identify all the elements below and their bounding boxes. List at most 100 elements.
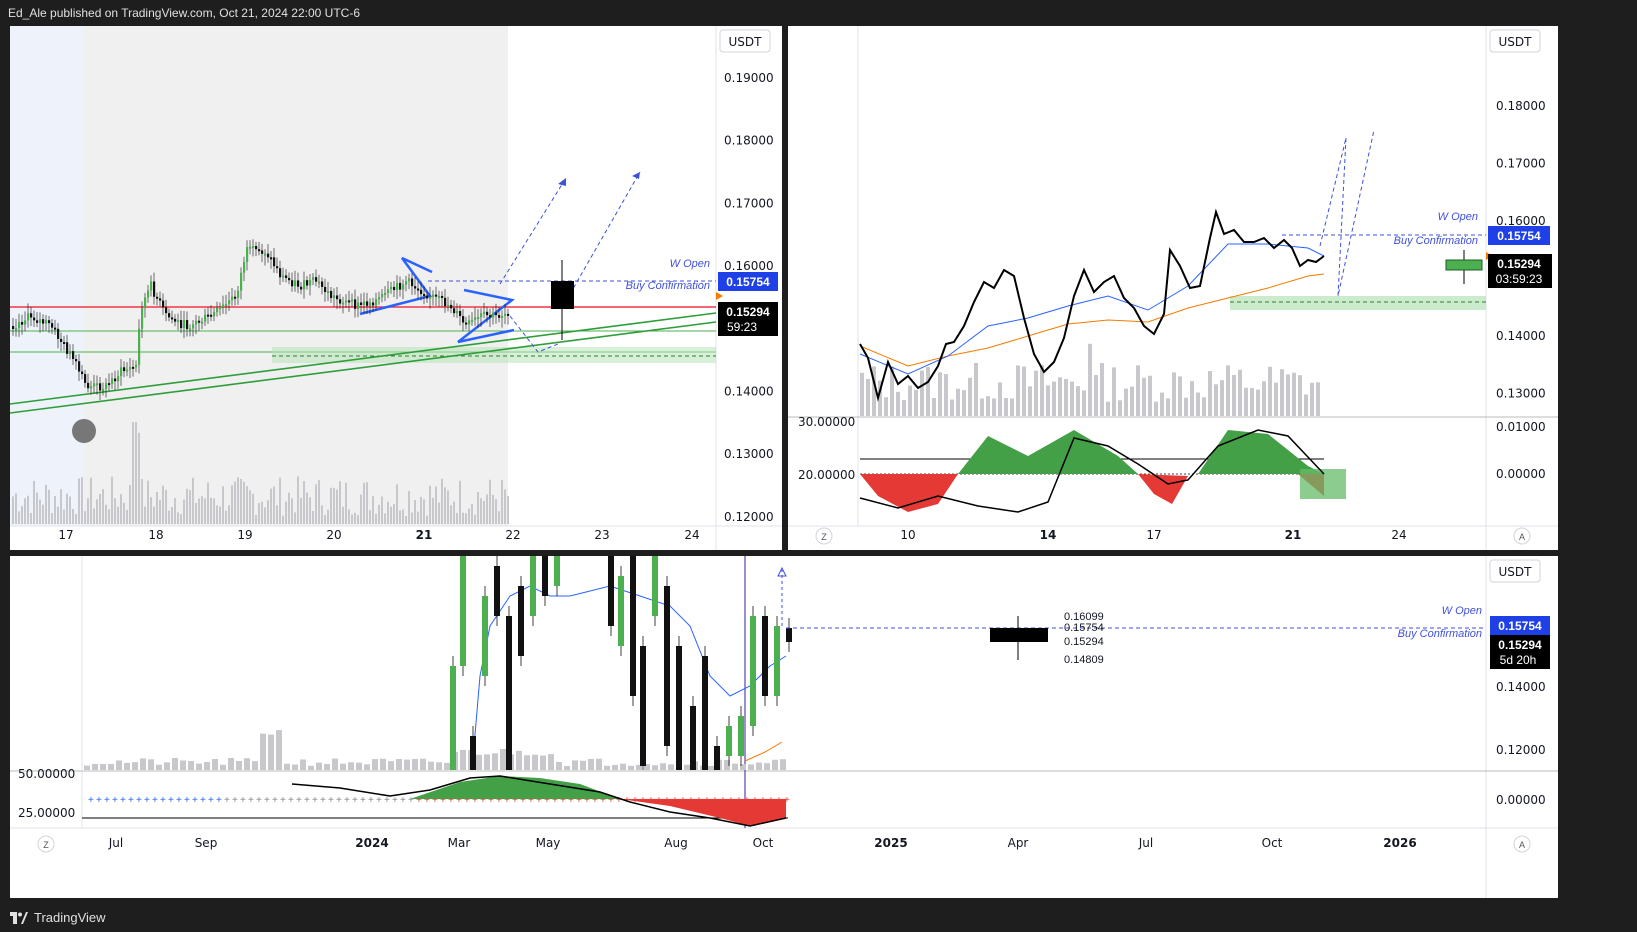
volume-bar	[243, 481, 245, 524]
volume-bar	[432, 497, 434, 524]
volume-bar	[1010, 398, 1014, 416]
candle-body	[78, 361, 81, 372]
osc-signal-line	[291, 775, 787, 827]
volume-bar	[456, 512, 458, 524]
candle-body	[378, 297, 381, 300]
volume-bar	[284, 763, 290, 770]
countdown-text: 03:59:23	[1496, 272, 1543, 286]
volume-bar	[164, 762, 170, 770]
volume-bar	[453, 501, 455, 524]
volume-bar	[884, 397, 888, 416]
volume-bar	[153, 506, 155, 524]
weekly-chart-svg[interactable]: 0.16099 0.15754 0.15294 0.14809 W Open B…	[10, 556, 1558, 898]
candle-body	[726, 726, 732, 756]
volume-bar	[438, 502, 440, 524]
volume-bar	[21, 506, 23, 524]
volume-bar	[460, 749, 466, 770]
volume-bar	[1280, 369, 1284, 416]
osc-cross-marker: +	[328, 795, 334, 806]
time-tick-label: 10	[900, 528, 915, 542]
w-open-label: W Open	[1442, 605, 1482, 617]
candle-body	[608, 556, 614, 626]
z-button[interactable]	[37, 835, 55, 853]
volume-bar	[69, 496, 71, 524]
volume-bar	[636, 764, 642, 770]
volume-bar	[87, 498, 89, 524]
chart-panel-daily[interactable]: W Open Buy Confirmation 30.00000 20.00000…	[788, 26, 1558, 550]
candle-body	[363, 301, 366, 305]
auto-scale-button[interactable]	[1513, 835, 1531, 853]
volume-bar	[369, 510, 371, 524]
osc-cross-marker: +	[344, 795, 350, 806]
volume-bar	[333, 488, 335, 524]
volume-bar	[1124, 388, 1128, 416]
volume-bar	[402, 509, 404, 524]
daily-chart-svg[interactable]: W Open Buy Confirmation 30.00000 20.00000…	[788, 26, 1558, 550]
volume-bar	[30, 512, 32, 524]
candle-body	[267, 253, 270, 258]
volume-bar	[356, 762, 362, 770]
candle-body	[702, 656, 708, 770]
candle-body	[405, 281, 408, 285]
osc-cross-marker: +	[608, 795, 614, 806]
candle-body	[530, 556, 536, 616]
volume-bar	[532, 754, 538, 770]
chart-panel-weekly[interactable]: 0.16099 0.15754 0.15294 0.14809 W Open B…	[10, 556, 1558, 898]
volume-bar	[1088, 343, 1092, 416]
time-tick-label: Aug	[664, 836, 687, 850]
projection-arrows	[1319, 129, 1375, 297]
weekly-candle-preview	[1445, 250, 1483, 284]
volume-bar	[1064, 378, 1068, 416]
tradingview-logo[interactable]: TradingView	[10, 904, 106, 932]
time-tick-label: 21	[1285, 528, 1302, 542]
candle-body	[105, 383, 108, 390]
time-tick-label: 24	[1391, 528, 1406, 542]
volume-bar	[207, 482, 209, 524]
osc-positive-area	[1198, 430, 1324, 474]
candle-body	[252, 246, 255, 249]
volume-bars	[12, 421, 509, 524]
volume-bar	[116, 760, 122, 770]
hourly-chart-svg[interactable]: W Open Buy Confirmation USDT 0.19000 0.18…	[10, 26, 782, 550]
osc-cross-marker: +	[464, 795, 470, 806]
candle-body	[435, 294, 438, 297]
candle-body	[75, 359, 78, 362]
ohlc-close: 0.15294	[1064, 636, 1104, 648]
volume-bar	[51, 512, 53, 524]
z-button[interactable]	[815, 527, 833, 545]
ema-slow-line	[744, 741, 783, 762]
volume-bar	[516, 750, 522, 770]
osc-cross-marker: +	[88, 795, 94, 806]
candle-body	[408, 278, 411, 282]
volume-bar	[162, 485, 164, 524]
volume-bar	[231, 485, 233, 524]
candle-body	[12, 326, 15, 330]
volume-bar	[120, 494, 122, 524]
volume-bar	[588, 758, 594, 770]
volume-bar	[324, 515, 326, 524]
volume-bar	[144, 506, 146, 524]
candle-body	[186, 320, 189, 330]
volume-bar	[303, 481, 305, 524]
time-tick-label: Apr	[1008, 836, 1029, 850]
osc-cross-marker: +	[216, 795, 222, 806]
candle-body	[147, 290, 150, 298]
candle-body	[423, 294, 426, 297]
volume-bar	[1016, 365, 1020, 416]
candle-body	[36, 320, 39, 323]
volume-bar	[1262, 381, 1266, 416]
volume-bar	[444, 762, 450, 770]
volume-bar	[441, 478, 443, 524]
volume-bar	[132, 421, 134, 524]
volume-bar	[316, 762, 322, 770]
osc-cross-marker: +	[264, 795, 270, 806]
volume-bar	[354, 512, 356, 524]
buy-confirmation-label: Buy Confirmation	[626, 280, 710, 292]
volume-bar	[312, 510, 314, 524]
auto-scale-button[interactable]	[1513, 527, 1531, 545]
trendlines	[10, 312, 717, 414]
candle-body	[135, 364, 138, 368]
candle-body	[123, 367, 126, 372]
chart-panel-hourly[interactable]: W Open Buy Confirmation USDT 0.19000 0.18…	[10, 26, 782, 550]
volume-bar	[471, 503, 473, 524]
